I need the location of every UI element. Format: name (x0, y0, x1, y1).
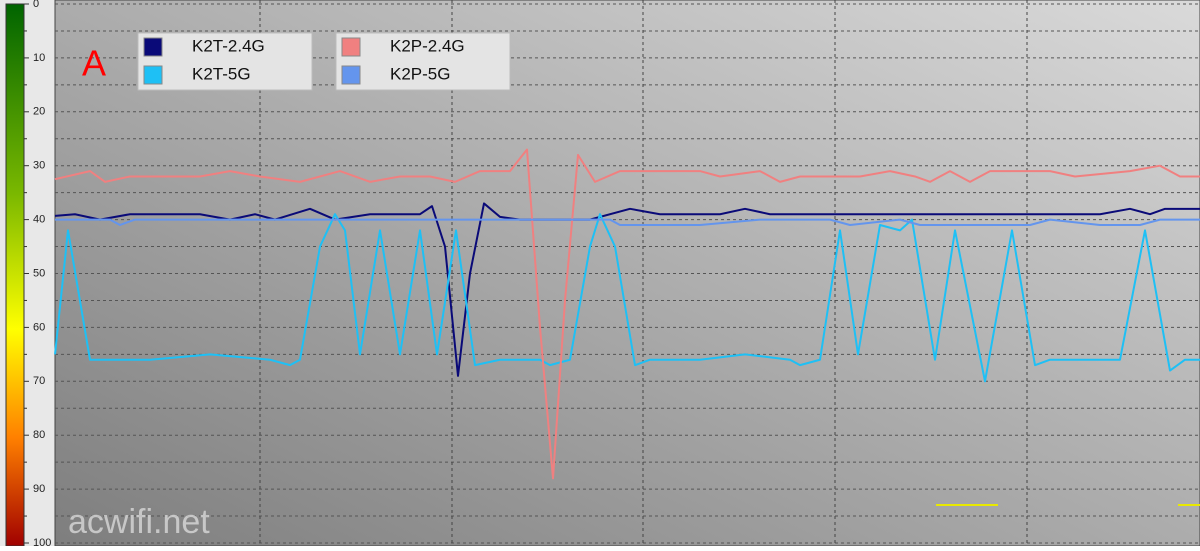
legend-label: K2T-5G (192, 64, 251, 83)
y-tick-label: 30 (33, 160, 45, 172)
legend-label: K2P-2.4G (390, 36, 465, 55)
panel-label: A (82, 43, 106, 84)
series-line (54, 148, 1200, 480)
y-tick-label: 10 (33, 52, 45, 64)
legend-swatch (341, 65, 361, 85)
legend-swatch (143, 37, 163, 57)
y-tick-label: 100 (33, 537, 51, 546)
color-scale (5, 3, 25, 547)
y-tick-label: 80 (33, 429, 45, 441)
legend-box (137, 32, 313, 91)
legend: K2T-2.4G K2T-5G K2P-2.4G K2P-5G (143, 36, 465, 85)
grid (55, 0, 1200, 546)
series-line (55, 218, 1200, 226)
y-tick-label: 0 (33, 0, 39, 10)
legend-label: K2T-2.4G (192, 36, 265, 55)
watermark: acwifi.net (68, 503, 210, 541)
y-tick-label: 90 (33, 483, 45, 495)
y-tick-label: 20 (33, 106, 45, 118)
legend-swatch (143, 65, 163, 85)
legend-label: K2P-5G (390, 64, 450, 83)
y-tick-label: 70 (33, 375, 45, 387)
legend-box (335, 32, 511, 91)
y-tick-label: 60 (33, 321, 45, 333)
lines (54, 148, 1200, 480)
y-tick-label: 50 (33, 267, 45, 279)
legend-swatch (341, 37, 361, 57)
series-line (54, 213, 1200, 383)
y-tick-label: 40 (33, 214, 45, 226)
